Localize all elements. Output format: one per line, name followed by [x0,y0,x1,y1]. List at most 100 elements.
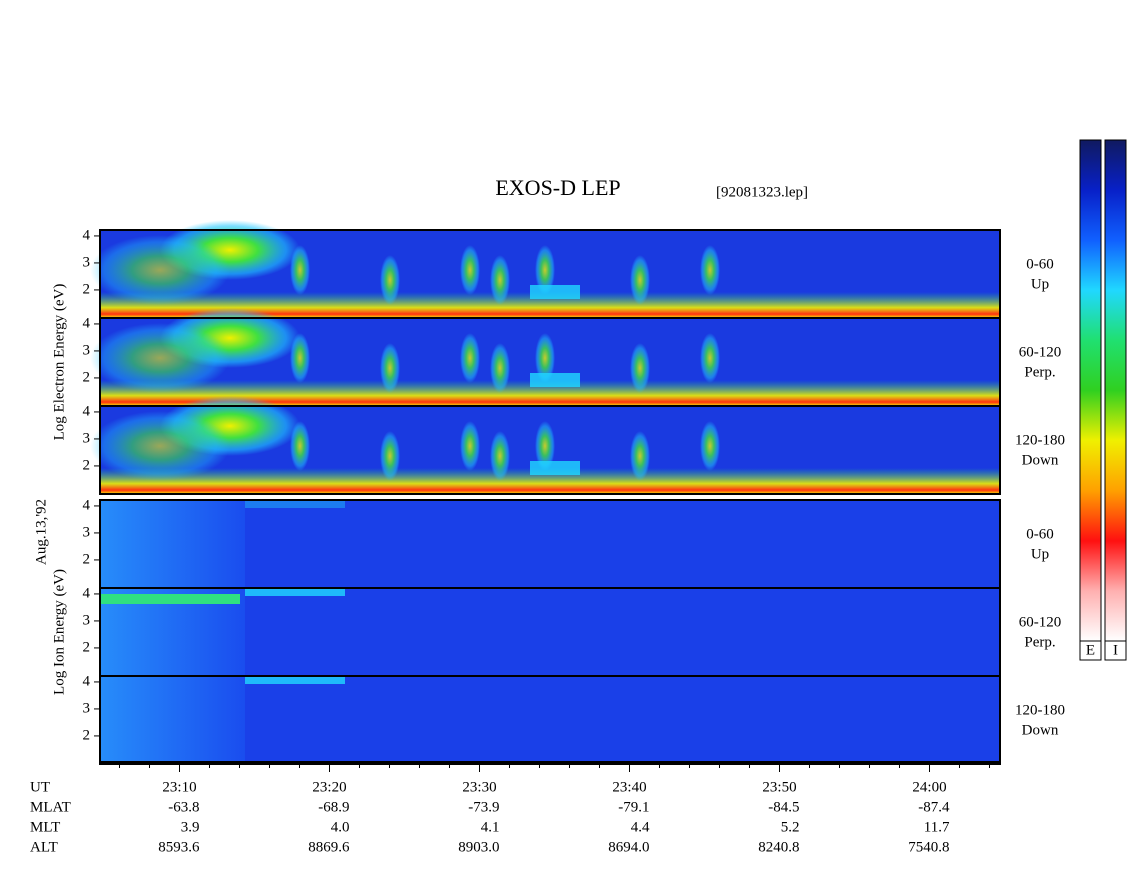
y-tick-label: 2 [83,281,91,297]
spectrum-blob [90,235,230,305]
panel-label: Up [1031,276,1049,292]
ephemeris-value: 4.1 [481,819,500,835]
spectrum-blob [290,333,310,383]
y-tick-label: 2 [83,727,91,743]
spectrum-blob [460,421,480,471]
y-tick-label: 3 [83,612,91,628]
ephemeris-label: MLT [30,819,60,835]
spectrum-blob [90,323,230,393]
spectrum-blob [630,255,650,305]
panel-label: 120-180 [1015,702,1065,718]
y-tick-label: 4 [83,585,91,601]
panel-label: Up [1031,546,1049,562]
panel-label: 60-120 [1019,344,1062,360]
ephemeris-value: 4.0 [331,819,350,835]
ephemeris-value: 8694.0 [608,839,649,855]
spectrum-band [245,500,345,508]
panel-label: 120-180 [1015,432,1065,448]
ephemeris-value: 8869.6 [308,839,350,855]
ephemeris-value: -84.5 [768,799,799,815]
colorbar-label: E [1086,642,1095,658]
x-tick-label: 23:30 [462,779,496,795]
spectrum-blob [380,343,400,393]
spectrum-blob [490,343,510,393]
panel-label: 60-120 [1019,614,1062,630]
spectrum-blob [700,421,720,471]
spectrum-band [530,285,580,299]
spectrum-blob [380,431,400,481]
spectrum-blob [700,245,720,295]
y-tick-label: 3 [83,700,91,716]
colorbar [1079,139,1102,642]
spectrum-blob [490,431,510,481]
ephemeris-value: 5.2 [781,819,800,835]
colorbar [1104,139,1127,642]
x-tick-label: 23:10 [162,779,196,795]
y-tick-label: 4 [83,497,91,513]
spectrum-blob [90,411,230,481]
panel-label: Down [1022,452,1059,468]
x-tick-label: 23:50 [762,779,796,795]
y-tick-label: 4 [83,673,91,689]
ephemeris-value: 11.7 [924,819,950,835]
spectrogram [100,676,1000,764]
panel-label: 0-60 [1026,256,1054,272]
spectrum-blob [380,255,400,305]
y-tick-label: 4 [83,403,91,419]
y-tick-label: 3 [83,430,91,446]
spectrogram [100,500,1000,588]
y-tick-label: 3 [83,524,91,540]
ephemeris-value: 4.4 [631,819,650,835]
panel-frame [99,675,1001,765]
y-tick-label: 4 [83,315,91,331]
panel-label: Perp. [1024,634,1055,650]
colorbar-label-box [1079,640,1102,661]
spectrum-blob [535,333,555,383]
panel-frame [99,405,1001,495]
spectrum-band [100,594,240,604]
date: Aug.13,'92 [33,499,49,565]
x-tick-label: 24:00 [912,779,946,795]
chart-title: EXOS-D LEP [495,175,620,200]
spectrum-band [530,373,580,387]
spectrum-blob [290,245,310,295]
ephemeris-label: ALT [30,839,58,855]
x-tick-label: 23:20 [312,779,346,795]
spectrum-band [530,461,580,475]
y-tick-label: 3 [83,254,91,270]
spectrum-blob [460,245,480,295]
spectrum-band [100,500,245,588]
panel-label: Down [1022,722,1059,738]
y-axis-label: Log Electron Energy (eV) [51,284,67,441]
panel-label: 0-60 [1026,526,1054,542]
spectrum-blob [460,333,480,383]
ephemeris-value: -73.9 [468,799,499,815]
spectrum-band [245,588,345,596]
panel-label: Perp. [1024,364,1055,380]
file-name: [92081323.lep] [716,184,808,200]
spectrum-blob [630,431,650,481]
ephemeris-value: -63.8 [168,799,199,815]
spectrum-blob [290,421,310,471]
ephemeris-value: 8240.8 [758,839,799,855]
spectrum-blob [490,255,510,305]
y-tick-label: 4 [83,227,91,243]
y-axis-label: Log Ion Energy (eV) [51,569,67,695]
ephemeris-value: -87.4 [918,799,950,815]
spectrum-blob [700,333,720,383]
ephemeris-value: 8593.6 [158,839,200,855]
ephemeris-label: MLAT [30,799,71,815]
ephemeris-value: 3.9 [181,819,200,835]
colorbar-label: I [1113,642,1118,658]
y-tick-label: 2 [83,369,91,385]
ephemeris-value: 8903.0 [458,839,499,855]
spectrum-blob [535,245,555,295]
x-tick-label: 23:40 [612,779,646,795]
ephemeris-value: -79.1 [618,799,649,815]
spectrogram [100,588,1000,676]
y-tick-label: 3 [83,342,91,358]
y-tick-label: 2 [83,639,91,655]
spectrum-blob [535,421,555,471]
spectrum-blob [630,343,650,393]
